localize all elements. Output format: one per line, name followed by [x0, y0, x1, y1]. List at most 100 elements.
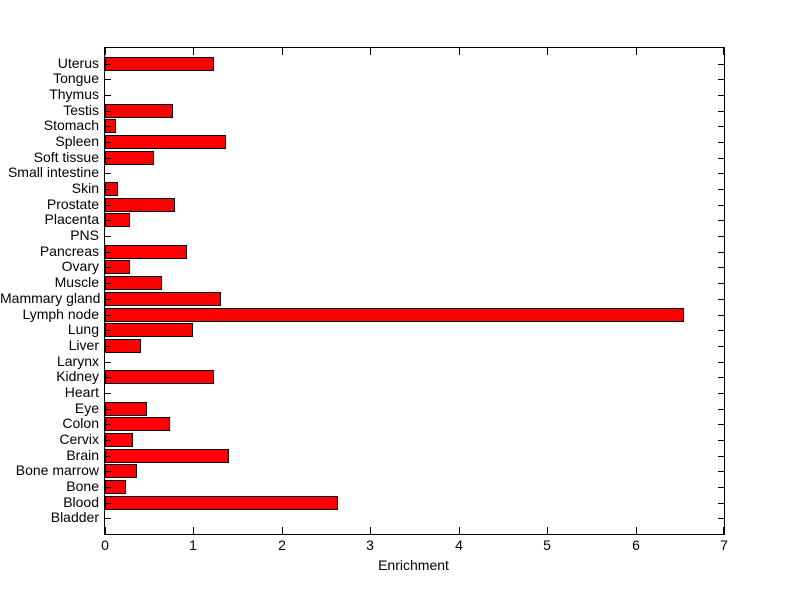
x-tick-label-3: 3 [366, 537, 374, 553]
y-tick-right [718, 205, 724, 206]
y-axis-label-thymus: Thymus [49, 86, 99, 102]
y-tick-right [718, 330, 724, 331]
y-tick-right [718, 173, 724, 174]
y-tick-left [105, 518, 111, 519]
y-tick-right [718, 362, 724, 363]
y-tick-left [105, 393, 111, 394]
y-tick-right [718, 252, 724, 253]
bar-soft-tissue [105, 151, 154, 165]
y-axis-label-tongue: Tongue [53, 70, 99, 86]
y-tick-right [718, 126, 724, 127]
y-axis-label-pns: PNS [70, 227, 99, 243]
y-axis-label-placenta: Placenta [44, 211, 99, 227]
y-tick-right [718, 456, 724, 457]
y-tick-left [105, 456, 111, 457]
y-axis-label-skin: Skin [71, 180, 99, 196]
x-tick-label-5: 5 [543, 537, 551, 553]
y-tick-left [105, 315, 111, 316]
y-tick-right [718, 424, 724, 425]
y-axis-label-uterus: Uterus [57, 55, 99, 71]
y-tick-left [105, 471, 111, 472]
bar-kidney [105, 370, 214, 384]
bar-muscle [105, 276, 162, 290]
bar-testis [105, 104, 173, 118]
y-tick-left [105, 409, 111, 410]
y-axis-label-muscle: Muscle [54, 274, 99, 290]
x-tick-label-2: 2 [278, 537, 286, 553]
y-tick-left [105, 236, 111, 237]
y-axis-label-testis: Testis [63, 102, 99, 118]
x-tick-label-0: 0 [101, 537, 109, 553]
y-tick-left [105, 158, 111, 159]
y-axis-label-blood: Blood [63, 494, 99, 510]
bar-brain [105, 449, 229, 463]
plot-area [104, 47, 725, 535]
y-tick-right [718, 158, 724, 159]
y-tick-right [718, 79, 724, 80]
y-tick-left [105, 252, 111, 253]
y-tick-right [718, 64, 724, 65]
x-tick-top [459, 48, 460, 55]
y-tick-right [718, 377, 724, 378]
x-tick-bottom [282, 527, 283, 534]
x-tick-bottom [105, 527, 106, 534]
y-axis-label-prostate: Prostate [46, 196, 99, 212]
y-tick-left [105, 299, 111, 300]
x-tick-label-7: 7 [720, 537, 728, 553]
x-tick-label-1: 1 [189, 537, 197, 553]
y-axis-label-bone-marrow: Bone marrow [15, 462, 99, 478]
y-axis-label-bone: Bone [66, 478, 99, 494]
x-tick-bottom [547, 527, 548, 534]
x-tick-bottom [193, 527, 194, 534]
x-tick-top [636, 48, 637, 55]
y-tick-left [105, 173, 111, 174]
y-tick-right [718, 487, 724, 488]
bar-uterus [105, 57, 214, 71]
bar-lung [105, 323, 193, 337]
bar-lymph-node [105, 308, 684, 322]
y-tick-left [105, 111, 111, 112]
y-tick-left [105, 330, 111, 331]
y-axis-label-mammary-gland: Mammary gland [0, 290, 101, 306]
y-axis-label-pancreas: Pancreas [39, 243, 99, 259]
y-tick-right [718, 518, 724, 519]
y-tick-right [718, 220, 724, 221]
x-tick-top [370, 48, 371, 55]
y-tick-left [105, 503, 111, 504]
y-axis-label-kidney: Kidney [56, 368, 99, 384]
y-axis-label-brain: Brain [66, 447, 99, 463]
y-tick-right [718, 189, 724, 190]
y-tick-right [718, 142, 724, 143]
bar-eye [105, 402, 147, 416]
y-tick-right [718, 440, 724, 441]
y-tick-left [105, 362, 111, 363]
x-tick-top [282, 48, 283, 55]
y-tick-right [718, 503, 724, 504]
y-axis-label-larynx: Larynx [56, 353, 99, 369]
y-tick-left [105, 440, 111, 441]
x-tick-bottom [723, 527, 724, 534]
y-tick-left [105, 64, 111, 65]
y-tick-right [718, 111, 724, 112]
y-tick-left [105, 220, 111, 221]
x-tick-bottom [370, 527, 371, 534]
bar-mammary-gland [105, 292, 221, 306]
bar-pancreas [105, 245, 187, 259]
y-tick-right [718, 95, 724, 96]
y-tick-right [718, 299, 724, 300]
y-axis-label-stomach: Stomach [43, 117, 99, 133]
y-tick-left [105, 79, 111, 80]
bar-prostate [105, 198, 175, 212]
x-axis-title: Enrichment [378, 557, 449, 573]
y-tick-left [105, 283, 111, 284]
y-tick-right [718, 471, 724, 472]
y-axis-label-liver: Liver [68, 337, 99, 353]
y-tick-left [105, 267, 111, 268]
x-tick-label-6: 6 [632, 537, 640, 553]
x-tick-top [193, 48, 194, 55]
y-axis-label-spleen: Spleen [55, 133, 99, 149]
x-tick-top [105, 48, 106, 55]
y-tick-left [105, 346, 111, 347]
x-tick-bottom [459, 527, 460, 534]
